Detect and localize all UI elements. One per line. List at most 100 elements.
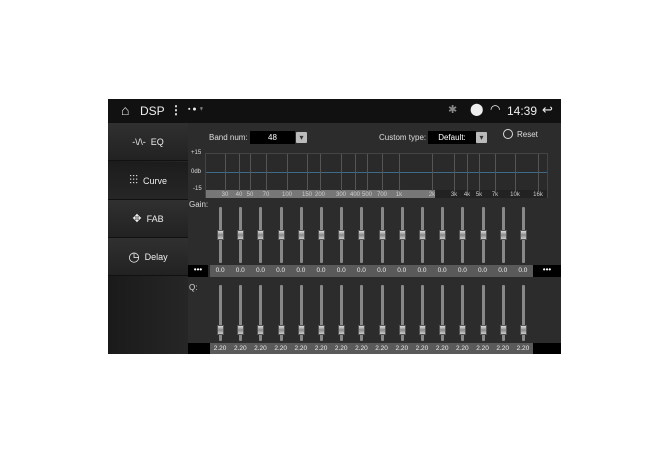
- chevron-down-icon[interactable]: ▾: [296, 132, 307, 143]
- q-slider[interactable]: [519, 285, 527, 341]
- slider-knob[interactable]: [459, 325, 467, 336]
- slider-knob[interactable]: [338, 230, 346, 240]
- gain-slider[interactable]: [439, 207, 447, 263]
- q-slider[interactable]: [418, 285, 426, 341]
- reset-label[interactable]: Reset: [517, 130, 538, 139]
- slider-knob[interactable]: [499, 230, 507, 240]
- gain-slider[interactable]: [277, 207, 285, 263]
- freq-label: 300: [335, 192, 347, 198]
- slider-track: [400, 285, 404, 341]
- slider-knob[interactable]: [378, 230, 386, 240]
- slider-knob[interactable]: [459, 230, 467, 240]
- q-slider[interactable]: [217, 285, 225, 341]
- gain-slider[interactable]: [217, 207, 225, 263]
- q-value: 2.20: [375, 345, 388, 352]
- reset-radio[interactable]: [503, 129, 513, 139]
- gain-slider[interactable]: [378, 207, 386, 263]
- gain-slider[interactable]: [257, 207, 265, 263]
- sliders-icon: ⫶⫶⫶: [128, 173, 138, 187]
- slider-track: [340, 285, 344, 341]
- slider-knob[interactable]: [499, 325, 507, 336]
- q-slider[interactable]: [378, 285, 386, 341]
- slider-knob[interactable]: [318, 325, 326, 336]
- slider-knob[interactable]: [479, 325, 487, 336]
- gain-slider[interactable]: [499, 207, 507, 263]
- slider-knob[interactable]: [237, 230, 245, 240]
- custom-type-select[interactable]: Default:: [428, 131, 476, 144]
- slider-knob[interactable]: [277, 230, 285, 240]
- freq-label: 40: [235, 192, 243, 198]
- slider-knob[interactable]: [398, 325, 406, 336]
- q-slider[interactable]: [479, 285, 487, 341]
- gain-slider[interactable]: [237, 207, 245, 263]
- back-icon[interactable]: ↩: [542, 102, 553, 117]
- q-slider[interactable]: [297, 285, 305, 341]
- slider-knob[interactable]: [257, 325, 265, 336]
- zero-db-line: [206, 172, 547, 173]
- q-slider[interactable]: [237, 285, 245, 341]
- slider-knob[interactable]: [479, 230, 487, 240]
- slider-knob[interactable]: [358, 325, 366, 336]
- q-slider[interactable]: [499, 285, 507, 341]
- slider-knob[interactable]: [519, 230, 527, 240]
- gain-slider[interactable]: [318, 207, 326, 263]
- slider-knob[interactable]: [297, 230, 305, 240]
- q-slider[interactable]: [257, 285, 265, 341]
- slider-track: [239, 285, 243, 341]
- slider-knob[interactable]: [439, 230, 447, 240]
- band-num-select[interactable]: 48: [250, 131, 295, 144]
- gain-slider[interactable]: [398, 207, 406, 263]
- gain-slider[interactable]: [358, 207, 366, 263]
- band-num-label: Band num:: [209, 133, 248, 142]
- gain-slider[interactable]: [459, 207, 467, 263]
- wifi-icon: ◠: [490, 102, 501, 116]
- gain-slider[interactable]: [338, 207, 346, 263]
- gain-value: 0.0: [336, 267, 346, 274]
- q-slider[interactable]: [338, 285, 346, 341]
- slider-knob[interactable]: [237, 325, 245, 336]
- slider-knob[interactable]: [257, 230, 265, 240]
- slider-track: [481, 285, 485, 341]
- more-vert-icon[interactable]: ⋮: [170, 103, 182, 117]
- slider-knob[interactable]: [519, 325, 527, 336]
- freq-label: 5k: [475, 192, 483, 198]
- q-slider[interactable]: [358, 285, 366, 341]
- q-slider[interactable]: [318, 285, 326, 341]
- gain-value: 0.0: [296, 267, 306, 274]
- slider-knob[interactable]: [358, 230, 366, 240]
- sidebar-item-label: Curve: [143, 175, 168, 186]
- grid-line: [355, 154, 356, 191]
- slider-knob[interactable]: [418, 325, 426, 336]
- scroll-right-button[interactable]: •••: [533, 265, 561, 277]
- scroll-left-button[interactable]: •••: [188, 265, 208, 277]
- notification-icons: ▪ ● ♆: [188, 106, 204, 113]
- q-value: 2.20: [213, 345, 227, 352]
- q-slider[interactable]: [277, 285, 285, 341]
- slider-knob[interactable]: [398, 230, 406, 240]
- slider-knob[interactable]: [338, 325, 346, 336]
- home-icon[interactable]: ⌂: [121, 102, 130, 118]
- gain-slider[interactable]: [519, 207, 527, 263]
- gain-value: 0.0: [215, 267, 225, 274]
- gain-slider[interactable]: [418, 207, 426, 263]
- sidebar-item-eq[interactable]: -\/\- EQ: [108, 123, 188, 161]
- chevron-down-icon[interactable]: ▾: [476, 132, 487, 143]
- sidebar-item-curve[interactable]: ⫶⫶⫶ Curve: [108, 162, 188, 200]
- q-slider[interactable]: [459, 285, 467, 341]
- sidebar-item-delay[interactable]: ◷ Delay: [108, 238, 188, 276]
- clock-time: 14:39: [507, 104, 538, 118]
- slider-knob[interactable]: [378, 325, 386, 336]
- sidebar-item-fab[interactable]: ✥ FAB: [108, 200, 188, 238]
- q-value: 2.20: [233, 345, 247, 352]
- slider-knob[interactable]: [277, 325, 285, 336]
- q-slider[interactable]: [398, 285, 406, 341]
- gain-slider[interactable]: [297, 207, 305, 263]
- q-slider[interactable]: [439, 285, 447, 341]
- slider-knob[interactable]: [439, 325, 447, 336]
- gain-slider[interactable]: [479, 207, 487, 263]
- slider-knob[interactable]: [217, 325, 225, 336]
- slider-knob[interactable]: [297, 325, 305, 336]
- slider-knob[interactable]: [217, 230, 225, 240]
- slider-knob[interactable]: [418, 230, 426, 240]
- slider-knob[interactable]: [318, 230, 326, 240]
